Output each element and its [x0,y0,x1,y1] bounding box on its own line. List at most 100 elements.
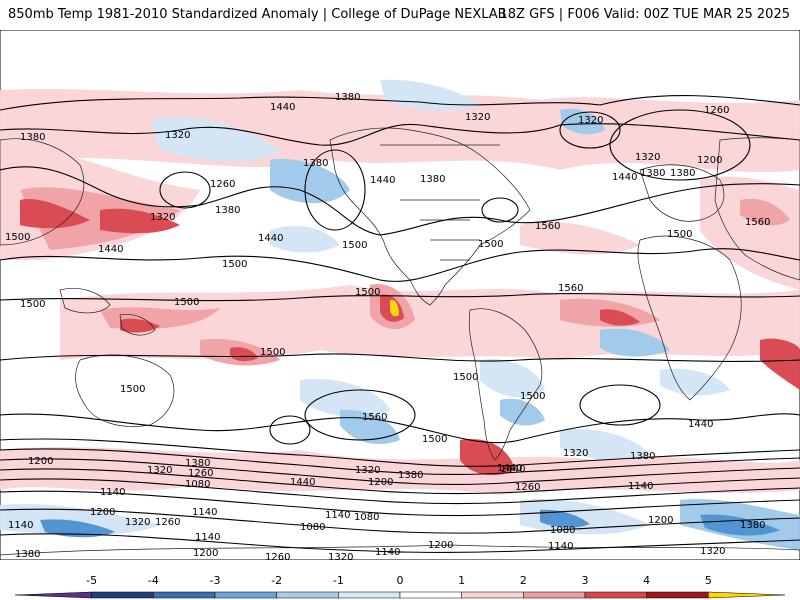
contour-label: 1380 [215,205,240,216]
contour-label: 1320 [125,517,150,528]
contour-label: 1080 [354,512,379,523]
contour-label: 1260 [265,552,290,560]
contour-label: 1560 [362,412,387,423]
contour-label: 1380 [15,549,40,560]
colorbar-segment [276,591,339,599]
contour-label: 1500 [667,229,692,240]
contour-label: 1500 [453,372,478,383]
contour-label: 1500 [342,240,367,251]
contour-label: 1440 [258,233,283,244]
contour-label: 1320 [328,552,353,560]
colorbar-tick-label: -3 [210,574,221,587]
contour-label: 1500 [120,384,145,395]
contour-label: 1260 [210,179,235,190]
contour-label: 1140 [192,507,217,518]
contour-label: 1260 [155,517,180,528]
contour-label: 1200 [697,155,722,166]
contour-label: 1080 [185,479,210,490]
contour-label: 1380 [420,174,445,185]
colorbar-tick-label: 5 [705,574,712,587]
colorbar-tick-label: 2 [520,574,527,587]
colorbar-segment [338,591,401,599]
contour-label: 1380 [398,470,423,481]
contour-label: 1440 [500,464,525,475]
contour-label: 1500 [222,259,247,270]
colorbar-tick-label: 0 [397,574,404,587]
colorbar-tick-label: -2 [271,574,282,587]
model-run-label: 18Z GFS | F006 Valid: 00Z TUE MAR 25 202… [499,7,790,22]
contour-label: 1320 [635,152,660,163]
anomaly-shading [0,79,800,550]
contour-label: 1140 [195,532,220,543]
contour-label: 1080 [550,525,575,536]
contour-label: 1440 [270,102,295,113]
contour-label: 1200 [368,477,393,488]
contour-labels: 1380 1440 1320 1380 1260 1380 1320 1440 … [5,92,770,560]
contour-label: 1560 [558,283,583,294]
colorbar-segment [584,591,647,599]
contour-label: 1140 [325,510,350,521]
contour-label: 1440 [688,419,713,430]
contour-label: 1260 [704,105,729,116]
contour-label: 1500 [520,391,545,402]
colorbar-segment [91,591,154,599]
contour-label: 1560 [745,217,770,228]
contour-label: 1440 [497,463,522,474]
contour-label: 1200 [28,456,53,467]
contour-label: 1380 [185,458,210,469]
contour-label: 1440 [370,175,395,186]
contour-label: 1500 [174,297,199,308]
contour-label: 1380 [740,520,765,531]
contour-label: 1440 [612,172,637,183]
contour-label: 1500 [355,287,380,298]
colorbar-legend: -5 -4 -3 -2 -1 0 1 2 3 4 5 [14,574,786,599]
contour-label: 1500 [5,232,30,243]
height-contours [0,94,800,553]
contour-label: 1380 [630,451,655,462]
colorbar-segment [399,591,462,599]
contour-label: 1320 [150,212,175,223]
contour-label: 1140 [628,481,653,492]
contour-label: 1200 [648,515,673,526]
global-map: 1380 1440 1320 1380 1260 1380 1320 1440 … [0,30,800,560]
contour-label: 1320 [165,130,190,141]
colorbar-segment [14,591,92,599]
contour-label: 1200 [428,540,453,551]
colorbar-segment [214,591,277,599]
contour-label: 1320 [563,448,588,459]
contour-label: 1380 [335,92,360,103]
contour-label: 1200 [90,507,115,518]
contour-label: 1140 [548,541,573,552]
contour-label: 1320 [355,465,380,476]
contour-label: 1260 [188,468,213,479]
contour-label: 1320 [578,115,603,126]
contour-label: 1140 [100,487,125,498]
contour-label: 1380 [20,132,45,143]
contour-label: 1320 [147,465,172,476]
contour-label: 1140 [375,547,400,558]
colorbar-tick-label: 1 [458,574,465,587]
contour-label: 1440 [290,477,315,488]
contour-label: 1080 [300,522,325,533]
contour-label: 1200 [193,548,218,559]
colorbar-tick-label: 4 [643,574,650,587]
colorbar-tick-label: -5 [86,574,97,587]
coastlines [0,127,800,556]
contour-label: 1500 [260,347,285,358]
contour-label: 1440 [98,244,123,255]
contour-label: 1320 [465,112,490,123]
colorbar-tick-label: -4 [148,574,159,587]
colorbar-tick-label: 3 [582,574,589,587]
contour-label: 1560 [535,221,560,232]
colorbar-segment [153,591,216,599]
contour-label: 1500 [20,299,45,310]
contour-label: 1500 [422,434,447,445]
contour-label: 1380 [670,168,695,179]
colorbar-segment [461,591,524,599]
contour-label: 1380 [303,158,328,169]
contour-label: 1500 [478,239,503,250]
colorbar-tick-label: -1 [333,574,344,587]
colorbar-segment [523,591,586,599]
colorbar-segment [708,591,786,599]
contour-label: 1260 [515,482,540,493]
